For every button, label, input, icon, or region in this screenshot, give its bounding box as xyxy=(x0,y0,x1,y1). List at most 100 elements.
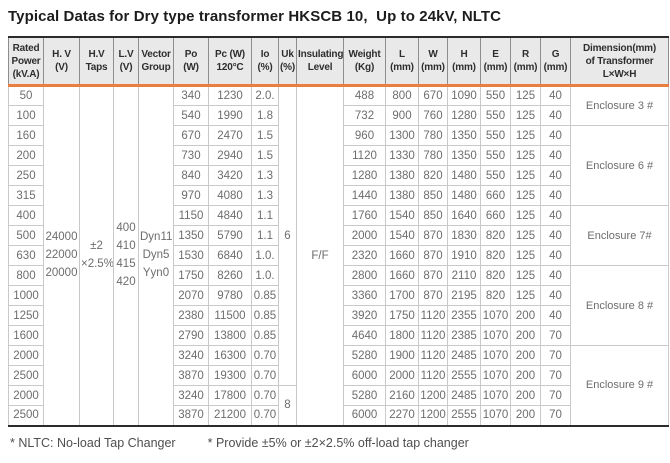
cell-w: 1200 xyxy=(418,385,448,406)
table-row: 2500 3870 21200 0.70 6000 2270 1200 2555 1070 200… xyxy=(8,405,669,426)
cell-w: 870 xyxy=(418,245,448,266)
cell-po: 970 xyxy=(173,185,209,206)
cell-w: 780 xyxy=(418,145,448,166)
cell-io: 2.0. xyxy=(251,85,279,106)
cell-e: 1070 xyxy=(480,385,511,406)
cell-h: 2555 xyxy=(447,365,481,386)
cell-h: 1480 xyxy=(447,185,481,206)
cell-io: 0.70 xyxy=(251,385,279,406)
cell-po: 1750 xyxy=(173,265,209,286)
cell-h: 1350 xyxy=(447,125,481,146)
cell-vector-merged: Dyn11 Dyn5 Yyn0 xyxy=(138,85,174,426)
cell-po: 3870 xyxy=(173,365,209,386)
col-header-dim: Dimension(mm) of Transformer L×W×H xyxy=(570,36,669,86)
cell-po: 540 xyxy=(173,105,209,126)
cell-g: 40 xyxy=(540,165,571,186)
footnote-nltc: * NLTC: No-load Tap Changer xyxy=(10,435,176,450)
footnotes: * NLTC: No-load Tap Changer * Provide ±5… xyxy=(10,436,670,450)
cell-l: 1380 xyxy=(385,165,419,186)
cell-po: 2070 xyxy=(173,285,209,306)
cell-w: 670 xyxy=(418,85,448,106)
cell-g: 40 xyxy=(540,225,571,246)
cell-po: 1350 xyxy=(173,225,209,246)
cell-e: 1070 xyxy=(480,405,511,426)
col-header-h: H (mm) xyxy=(447,36,481,86)
cell-g: 40 xyxy=(540,285,571,306)
cell-e: 550 xyxy=(480,125,511,146)
cell-rated-power: 800 xyxy=(8,265,44,286)
cell-enclosure: Enclosure 6 # xyxy=(570,125,669,206)
cell-h: 2385 xyxy=(447,325,481,346)
cell-rated-power: 160 xyxy=(8,125,44,146)
cell-g: 40 xyxy=(540,125,571,146)
cell-e: 820 xyxy=(480,265,511,286)
cell-po: 730 xyxy=(173,145,209,166)
table-row: 1250 2380 11500 0.85 3920 1750 1120 2355 1070 200… xyxy=(8,305,669,326)
cell-rated-power: 50 xyxy=(8,85,44,106)
cell-h: 2355 xyxy=(447,305,481,326)
cell-r: 125 xyxy=(510,105,541,126)
cell-r: 125 xyxy=(510,85,541,106)
cell-weight: 1120 xyxy=(343,145,386,166)
cell-r: 200 xyxy=(510,345,541,366)
cell-l: 1700 xyxy=(385,285,419,306)
cell-w: 850 xyxy=(418,205,448,226)
cell-enclosure: Enclosure 9 # xyxy=(570,345,669,426)
cell-l: 1800 xyxy=(385,325,419,346)
cell-weight: 4640 xyxy=(343,325,386,346)
cell-io: 0.85 xyxy=(251,325,279,346)
col-header-io: Io (%) xyxy=(251,36,279,86)
cell-io: 1.3 xyxy=(251,165,279,186)
cell-rated-power: 200 xyxy=(8,145,44,166)
cell-w: 820 xyxy=(418,165,448,186)
cell-pc: 13800 xyxy=(208,325,252,346)
cell-enclosure: Enclosure 7# xyxy=(570,205,669,266)
cell-io: 1.5 xyxy=(251,125,279,146)
cell-io: 1.5 xyxy=(251,145,279,166)
cell-rated-power: 400 xyxy=(8,205,44,226)
table-row: 2000 3240 17800 0.70 8 5280 2160 1200 2485 1070 20… xyxy=(8,385,669,426)
cell-weight: 6000 xyxy=(343,365,386,386)
table-header-row: Rated Power (kV.A) H. V (V) H.V Taps L.V (V… xyxy=(8,36,669,86)
cell-rated-power: 500 xyxy=(8,225,44,246)
cell-g: 70 xyxy=(540,365,571,386)
cell-g: 40 xyxy=(540,145,571,166)
cell-w: 870 xyxy=(418,225,448,246)
cell-rated-power: 100 xyxy=(8,105,44,126)
cell-h: 1910 xyxy=(447,245,481,266)
cell-weight: 1440 xyxy=(343,185,386,206)
cell-io: 1.1 xyxy=(251,205,279,226)
cell-e: 1070 xyxy=(480,345,511,366)
cell-io: 1.1 xyxy=(251,225,279,246)
cell-h: 1280 xyxy=(447,105,481,126)
footnote-provide: * Provide ±5% or ±2×2.5% off-load tap ch… xyxy=(207,435,469,450)
cell-e: 550 xyxy=(480,165,511,186)
cell-weight: 1760 xyxy=(343,205,386,226)
table-row: 2500 3870 19300 0.70 6000 2000 1120 2555 1070 200… xyxy=(8,365,669,386)
cell-pc: 3420 xyxy=(208,165,252,186)
cell-pc: 2940 xyxy=(208,145,252,166)
cell-weight: 5280 xyxy=(343,345,386,366)
cell-r: 125 xyxy=(510,125,541,146)
cell-w: 780 xyxy=(418,125,448,146)
cell-e: 550 xyxy=(480,85,511,106)
cell-l: 2000 xyxy=(385,365,419,386)
cell-rated-power: 315 xyxy=(8,185,44,206)
col-header-g: G (mm) xyxy=(540,36,571,86)
cell-e: 1070 xyxy=(480,325,511,346)
cell-g: 40 xyxy=(540,105,571,126)
cell-io: 0.70 xyxy=(251,405,279,426)
col-header-po: Po (W) xyxy=(173,36,209,86)
table-body: 50 24000 22000 20000 ±2 ×2.5% 400 410 415 4… xyxy=(8,85,669,426)
col-header-vector: Vector Group xyxy=(138,36,174,86)
cell-h: 1640 xyxy=(447,205,481,226)
cell-e: 550 xyxy=(480,145,511,166)
cell-weight: 6000 xyxy=(343,405,386,426)
cell-r: 125 xyxy=(510,225,541,246)
cell-g: 40 xyxy=(540,305,571,326)
cell-h: 2555 xyxy=(447,405,481,426)
cell-pc: 5790 xyxy=(208,225,252,246)
cell-r: 125 xyxy=(510,245,541,266)
cell-rated-power: 1600 xyxy=(8,325,44,346)
cell-rated-power: 2500 xyxy=(8,365,44,386)
